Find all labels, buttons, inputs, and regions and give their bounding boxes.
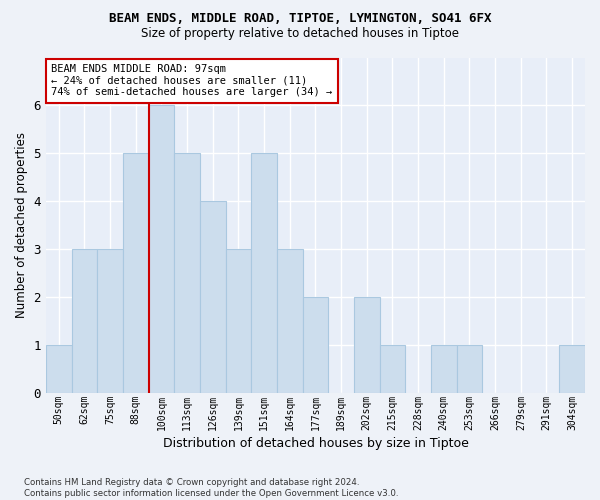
Text: Size of property relative to detached houses in Tiptoe: Size of property relative to detached ho…: [141, 28, 459, 40]
Bar: [277, 250, 302, 394]
Bar: [302, 298, 328, 394]
Bar: [354, 298, 380, 394]
Bar: [123, 154, 149, 394]
Bar: [174, 154, 200, 394]
Bar: [46, 346, 71, 394]
Text: BEAM ENDS, MIDDLE ROAD, TIPTOE, LYMINGTON, SO41 6FX: BEAM ENDS, MIDDLE ROAD, TIPTOE, LYMINGTO…: [109, 12, 491, 26]
X-axis label: Distribution of detached houses by size in Tiptoe: Distribution of detached houses by size …: [163, 437, 469, 450]
Bar: [97, 250, 123, 394]
Bar: [226, 250, 251, 394]
Bar: [457, 346, 482, 394]
Bar: [380, 346, 406, 394]
Bar: [200, 202, 226, 394]
Text: BEAM ENDS MIDDLE ROAD: 97sqm
← 24% of detached houses are smaller (11)
74% of se: BEAM ENDS MIDDLE ROAD: 97sqm ← 24% of de…: [52, 64, 332, 98]
Bar: [71, 250, 97, 394]
Bar: [149, 106, 174, 394]
Bar: [251, 154, 277, 394]
Text: Contains HM Land Registry data © Crown copyright and database right 2024.
Contai: Contains HM Land Registry data © Crown c…: [24, 478, 398, 498]
Bar: [559, 346, 585, 394]
Y-axis label: Number of detached properties: Number of detached properties: [15, 132, 28, 318]
Bar: [431, 346, 457, 394]
